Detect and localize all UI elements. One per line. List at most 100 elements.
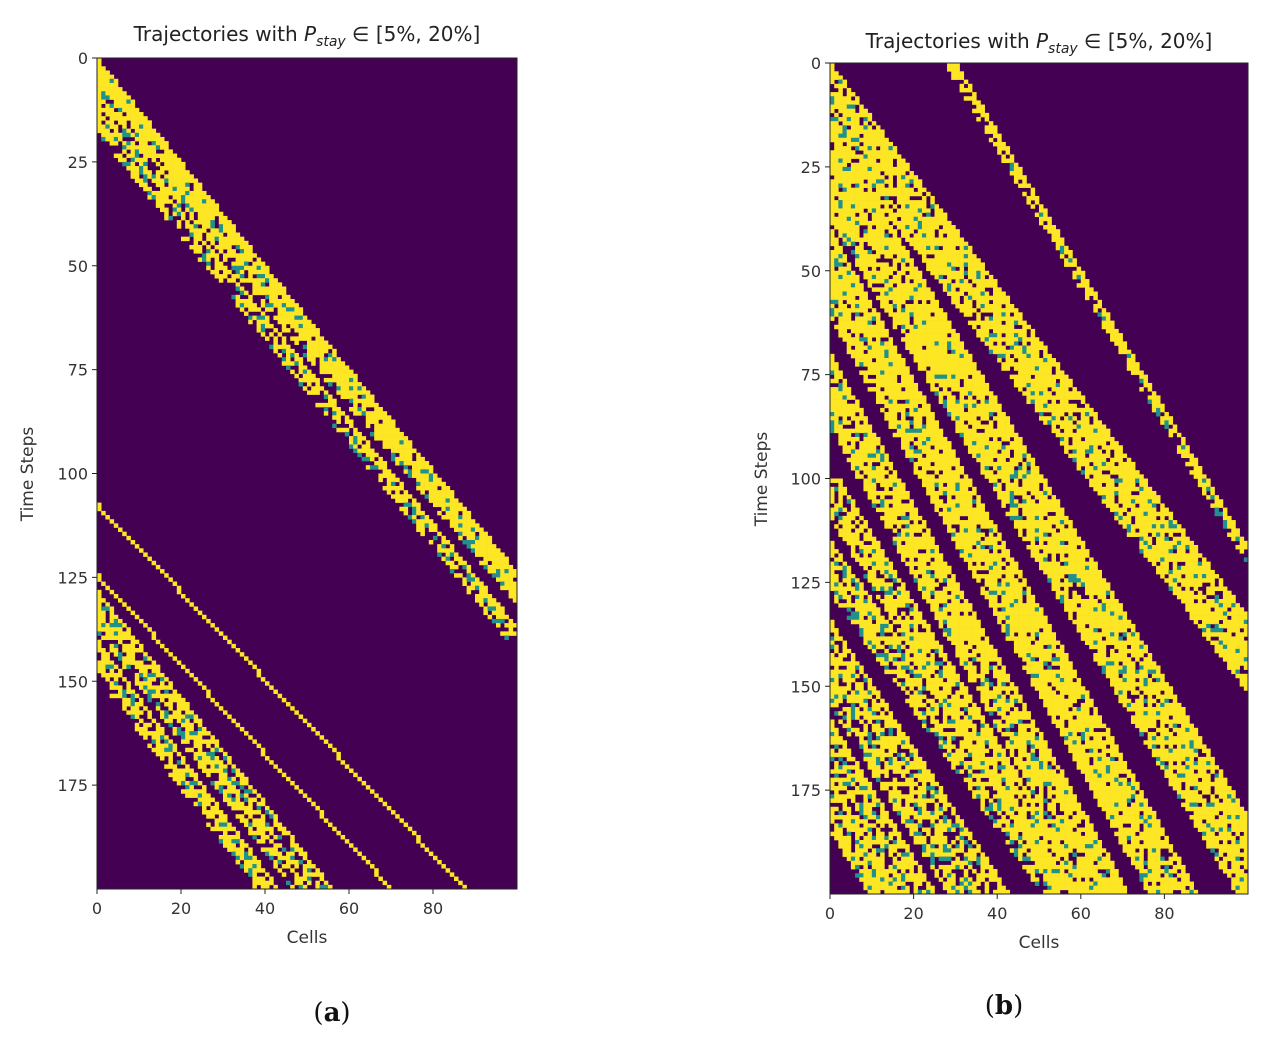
heatmap-cell bbox=[223, 257, 228, 262]
heatmap-cell bbox=[892, 353, 898, 359]
heatmap-cell bbox=[855, 125, 860, 130]
heatmap-cell bbox=[134, 722, 140, 728]
heatmap-cell bbox=[959, 420, 965, 425]
heatmap-cell bbox=[930, 328, 935, 334]
heatmap-cell bbox=[855, 316, 860, 321]
heatmap-cell bbox=[892, 374, 898, 380]
heatmap-cell bbox=[934, 328, 939, 334]
heatmap-cell bbox=[842, 387, 848, 392]
heatmap-cell bbox=[407, 502, 413, 508]
heatmap-cell bbox=[428, 498, 434, 503]
heatmap-cell bbox=[930, 349, 935, 355]
heatmap-cell bbox=[871, 324, 877, 330]
heatmap-cell bbox=[942, 453, 948, 459]
heatmap-cell bbox=[181, 186, 186, 192]
heatmap-cell bbox=[97, 618, 102, 624]
heatmap-cell bbox=[1009, 320, 1015, 326]
heatmap-cell bbox=[863, 420, 868, 425]
heatmap-cell bbox=[353, 390, 358, 395]
heatmap-cell bbox=[997, 337, 1002, 342]
heatmap-cell bbox=[830, 395, 835, 400]
heatmap-cell bbox=[888, 254, 893, 259]
heatmap-cell bbox=[1013, 441, 1019, 446]
heatmap-cell bbox=[955, 362, 960, 367]
heatmap-cell bbox=[294, 876, 299, 881]
heatmap-cell bbox=[197, 215, 203, 221]
heatmap-cell bbox=[248, 315, 253, 321]
heatmap-cell bbox=[830, 183, 835, 188]
heatmap-cell bbox=[433, 527, 438, 532]
heatmap-cell bbox=[496, 606, 501, 611]
heatmap-cell bbox=[458, 527, 463, 532]
heatmap-cell bbox=[921, 407, 927, 413]
heatmap-cell bbox=[1089, 291, 1094, 296]
heatmap-cell bbox=[993, 308, 998, 313]
heatmap-cell bbox=[1072, 274, 1077, 280]
heatmap-cell bbox=[97, 627, 102, 632]
heatmap-cell bbox=[332, 377, 337, 383]
heatmap-cell bbox=[336, 830, 341, 836]
heatmap-cell bbox=[871, 436, 877, 442]
heatmap-cell bbox=[880, 279, 885, 284]
heatmap-cell bbox=[972, 399, 977, 405]
heatmap-cell bbox=[993, 441, 998, 446]
heatmap-cell bbox=[888, 187, 893, 193]
heatmap-cell bbox=[875, 453, 881, 459]
heatmap-cell bbox=[218, 631, 224, 636]
heatmap-cell bbox=[1181, 453, 1186, 459]
heatmap-cell bbox=[951, 395, 956, 400]
heatmap-cell bbox=[938, 353, 944, 359]
heatmap-cell bbox=[967, 96, 973, 101]
heatmap-cell bbox=[340, 361, 346, 366]
heatmap-cell bbox=[863, 195, 868, 201]
heatmap-cell bbox=[1022, 333, 1027, 338]
heatmap-cell bbox=[323, 411, 329, 416]
heatmap-cell bbox=[930, 341, 935, 346]
heatmap-cell bbox=[424, 477, 430, 483]
heatmap-cell bbox=[855, 117, 860, 122]
heatmap-cell bbox=[256, 801, 262, 807]
heatmap-cell bbox=[97, 87, 102, 92]
heatmap-cell bbox=[122, 706, 127, 711]
heatmap-cell bbox=[336, 756, 341, 761]
heatmap-cell bbox=[913, 412, 919, 417]
heatmap-cell bbox=[395, 444, 400, 449]
heatmap-cell bbox=[926, 349, 931, 355]
heatmap-cell bbox=[210, 211, 215, 217]
heatmap-cell bbox=[1018, 353, 1023, 359]
heatmap-cell bbox=[884, 262, 889, 267]
heatmap-cell bbox=[846, 316, 852, 321]
heatmap-cell bbox=[1009, 158, 1015, 164]
heatmap-cell bbox=[921, 337, 927, 342]
heatmap-cell bbox=[896, 183, 902, 188]
heatmap-cell bbox=[231, 785, 236, 790]
heatmap-cell bbox=[189, 772, 194, 778]
heatmap-cell bbox=[1005, 324, 1011, 330]
heatmap-cell bbox=[441, 481, 446, 487]
heatmap-cell bbox=[1064, 262, 1069, 267]
heatmap-cell bbox=[913, 212, 919, 218]
heatmap-cell bbox=[113, 87, 119, 92]
heatmap-cell bbox=[1039, 387, 1044, 392]
heatmap-cell bbox=[130, 639, 136, 645]
heatmap-cell bbox=[273, 814, 278, 819]
heatmap-cell bbox=[1001, 316, 1006, 321]
heatmap-cell bbox=[101, 610, 106, 616]
heatmap-cell bbox=[218, 274, 224, 279]
heatmap-cell bbox=[888, 424, 893, 429]
heatmap-cell bbox=[892, 432, 898, 438]
heatmap-cell bbox=[984, 416, 990, 421]
heatmap-cell bbox=[875, 333, 881, 338]
heatmap-cell bbox=[901, 395, 906, 400]
heatmap-cell bbox=[896, 171, 902, 176]
heatmap-cell bbox=[252, 822, 257, 827]
heatmap-cell bbox=[1135, 370, 1140, 375]
heatmap-cell bbox=[880, 245, 885, 251]
heatmap-cell bbox=[185, 199, 190, 204]
heatmap-cell bbox=[256, 274, 262, 279]
heatmap-cell bbox=[863, 133, 868, 139]
heatmap-cell bbox=[244, 855, 249, 861]
heatmap-cell bbox=[118, 685, 123, 690]
heatmap-cell bbox=[185, 178, 190, 183]
heatmap-cell bbox=[302, 353, 308, 358]
